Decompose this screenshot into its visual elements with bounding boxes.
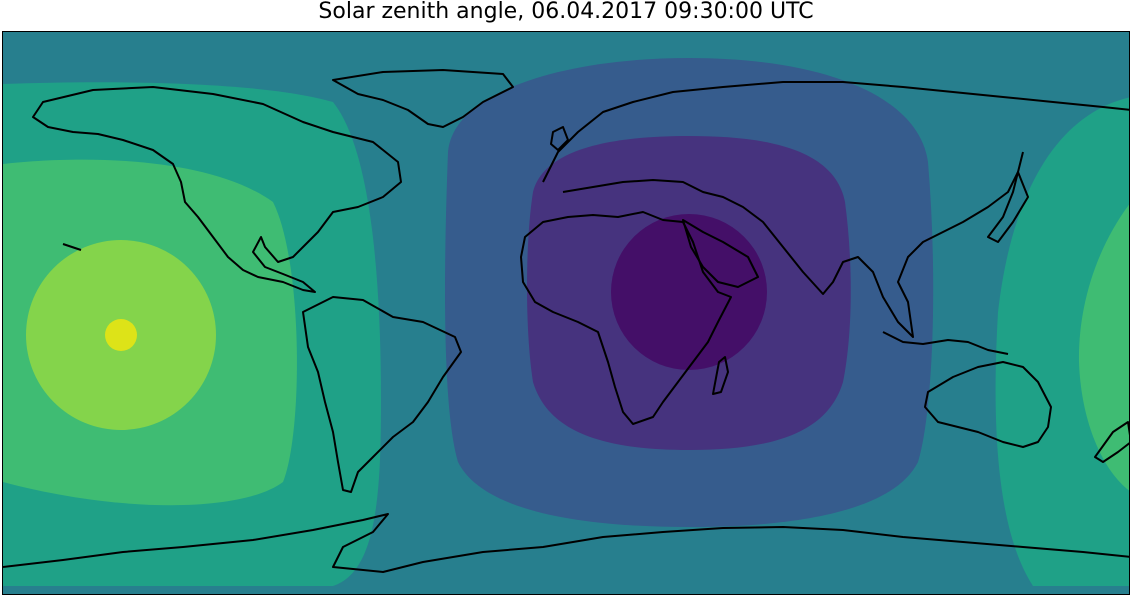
coast-madagascar <box>712 356 729 395</box>
coast-eurasia <box>542 81 1129 183</box>
antisolar-point <box>105 319 137 351</box>
coast-africa <box>520 211 732 425</box>
zone-6-east <box>1078 204 1129 491</box>
zenith-map[interactable] <box>3 32 1130 595</box>
map-title: Solar zenith angle, 06.04.2017 09:30:00 … <box>318 0 814 24</box>
coast-north-america <box>32 86 402 293</box>
zone-5-east <box>995 97 1129 586</box>
night-zones-west <box>3 82 381 587</box>
coast-indonesia <box>882 331 1009 355</box>
map-frame[interactable] <box>2 31 1130 595</box>
coast-japan <box>987 171 1029 243</box>
coast-antarctica <box>3 513 1129 573</box>
coast-australia <box>924 361 1052 448</box>
coast-arabia <box>682 219 759 288</box>
coast-greenland <box>332 69 514 128</box>
coast-eurasia-south <box>562 151 1024 338</box>
coast-uk <box>550 126 569 151</box>
coast-south-america <box>302 296 462 493</box>
day-zones <box>445 58 934 527</box>
subsolar-zone <box>611 214 767 370</box>
coast-new-zealand <box>1094 421 1129 463</box>
coastlines <box>3 69 1129 573</box>
night-zones-east <box>995 97 1129 586</box>
coast-hawaii <box>62 243 82 251</box>
